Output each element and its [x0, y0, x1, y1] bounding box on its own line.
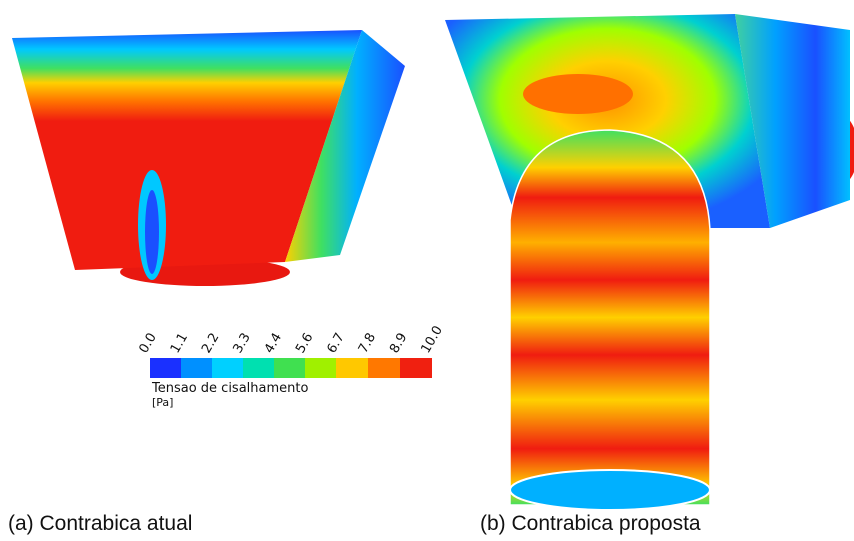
pipe-end: [510, 470, 710, 510]
contour: [523, 74, 633, 114]
swatch: [243, 358, 274, 378]
legend-tick-label: 2.2: [199, 331, 222, 356]
legend-tick-label: 3.3: [230, 331, 253, 356]
swatch: [336, 358, 368, 378]
caption: (a) Contrabica atual: [8, 512, 192, 535]
legend-title: Tensao de cisalhamento: [151, 381, 308, 396]
legend-tick-label: 0.0: [136, 331, 159, 356]
legend-tick-label: 8.9: [387, 331, 410, 356]
legend-tick-label: 4.4: [262, 331, 285, 356]
legend-tick-label: 5.6: [293, 331, 316, 356]
legend-tick-label: 7.8: [356, 331, 379, 356]
contour: [145, 190, 159, 274]
swatch: [305, 358, 336, 378]
figure: Tensao de cisalhamento [Pa] (a) Contrabi…: [0, 0, 854, 541]
model-a: [12, 30, 405, 286]
legend-tick-label: 1.1: [168, 331, 191, 356]
swatch: [274, 358, 305, 378]
swatch: [368, 358, 400, 378]
legend-tick-label: 6.7: [324, 331, 347, 356]
colorbar: Tensao de cisalhamento [Pa]: [150, 358, 432, 409]
swatch: [212, 358, 243, 378]
caption: (b) Contrabica proposta: [480, 512, 701, 535]
swatch: [181, 358, 212, 378]
pipe: [510, 130, 710, 505]
legend-tick-label: 10.0: [418, 323, 445, 356]
legend-unit: [Pa]: [152, 396, 173, 409]
model-b: [445, 14, 854, 510]
swatch: [150, 358, 181, 378]
swatch: [400, 358, 432, 378]
